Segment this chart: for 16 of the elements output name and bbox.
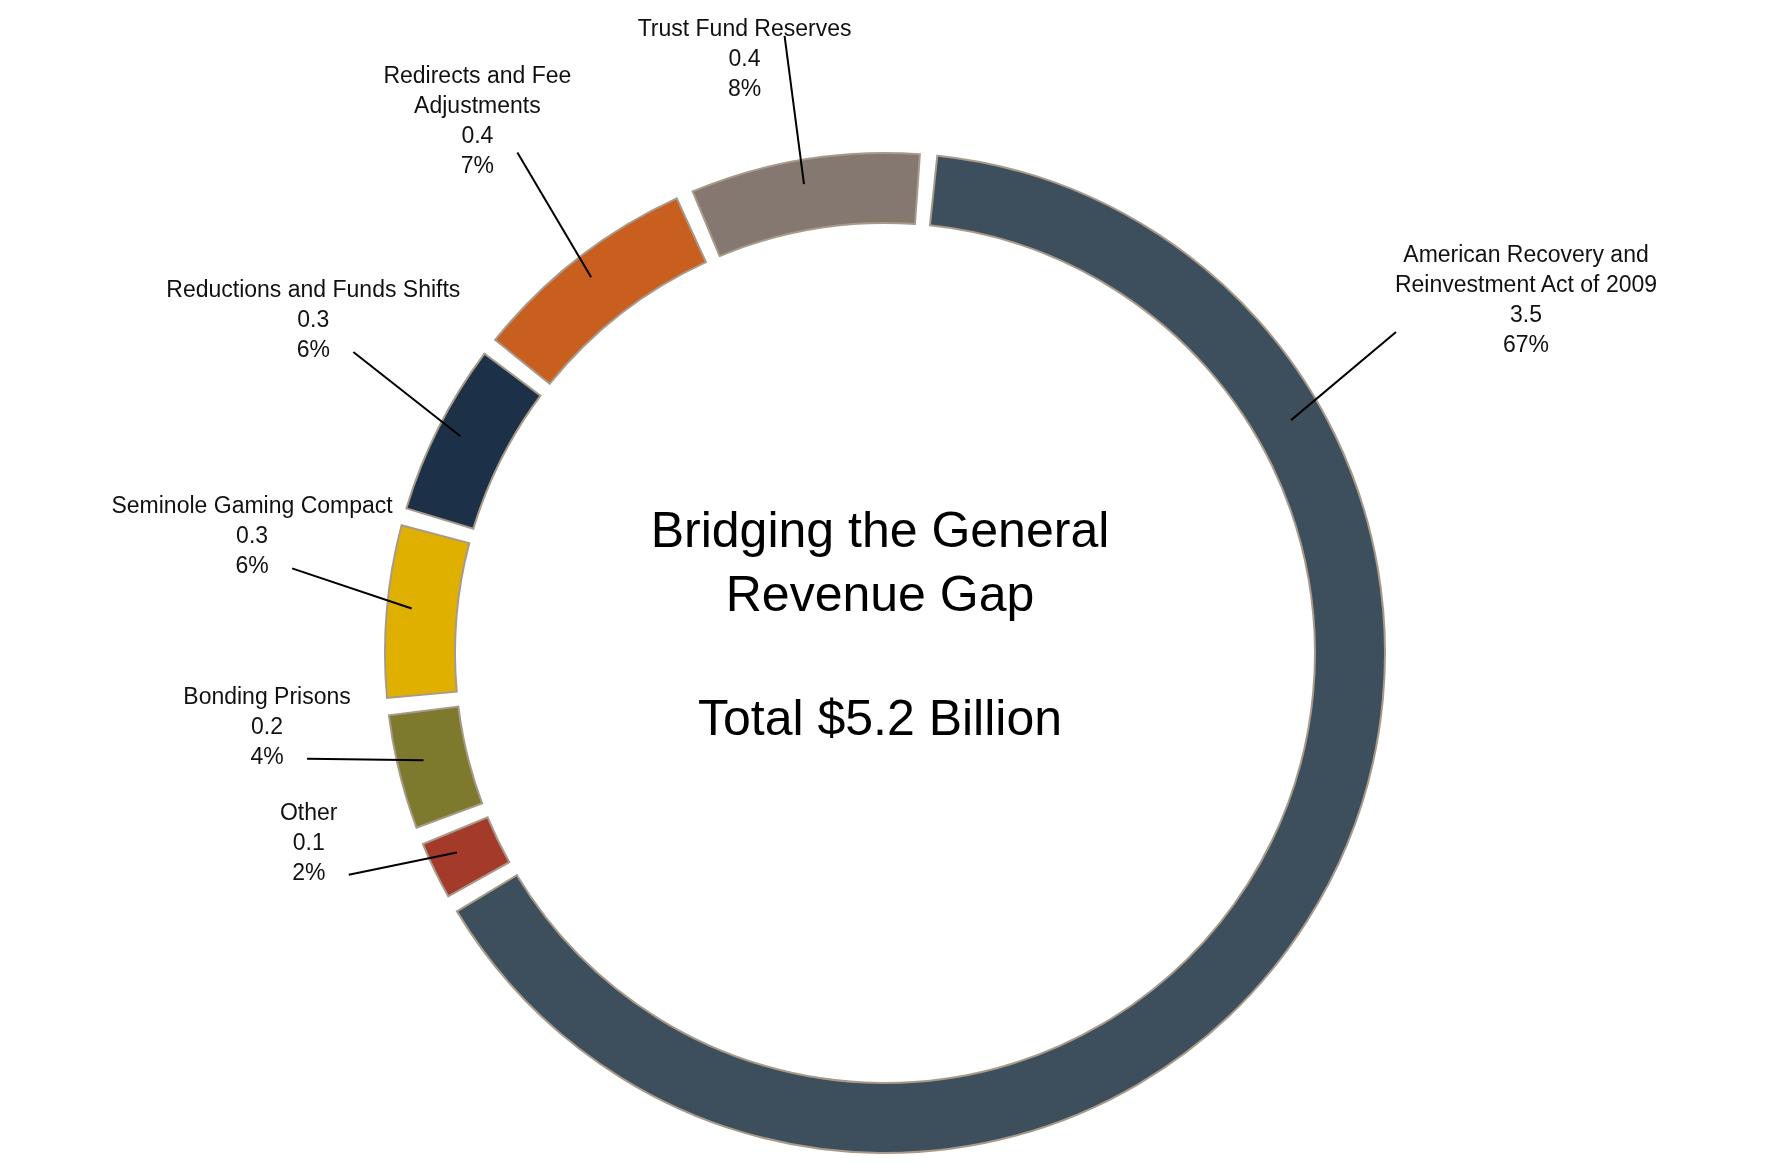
slice-label: Trust Fund Reserves bbox=[637, 15, 852, 41]
data-label: 0.4 8% bbox=[727, 45, 762, 101]
data-label: 0.2 4% bbox=[250, 712, 284, 769]
slice-label: American Recovery and Reinvestment Act of 2009 bbox=[1394, 240, 1658, 297]
data-label: 0.4 7% bbox=[460, 121, 495, 178]
slice-label: Redirects and Fee Adjustments bbox=[383, 61, 572, 118]
text: Bridging the General Revenue Gap bbox=[649, 501, 1111, 624]
slice-label: Other bbox=[279, 798, 338, 825]
text: Total $5.2 Billion bbox=[696, 689, 1064, 748]
data-label: 0.3 6% bbox=[235, 522, 269, 579]
slice-label: Reductions and Funds Shifts bbox=[166, 276, 461, 303]
data-label: 0.3 6% bbox=[296, 306, 330, 363]
slice-label: Bonding Prisons bbox=[183, 682, 351, 709]
slice-label: Seminole Gaming Compact bbox=[111, 492, 394, 519]
data-label: 3.5 67% bbox=[1503, 300, 1550, 357]
data-label: 0.1 2% bbox=[292, 828, 326, 885]
